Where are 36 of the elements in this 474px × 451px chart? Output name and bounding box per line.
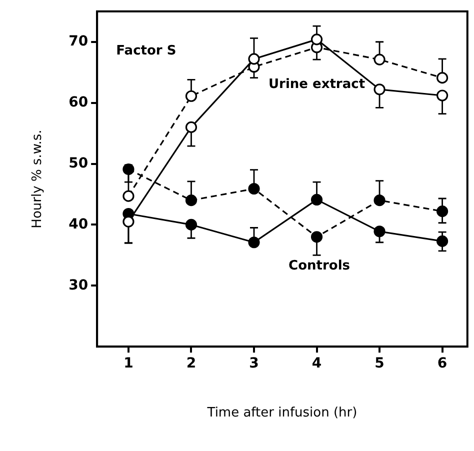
point	[185, 194, 198, 206]
y-tick-label: 40	[68, 216, 88, 232]
text: Factor S	[116, 43, 176, 58]
point	[248, 236, 260, 248]
x-axis-title: Time after infusion (hr)	[206, 406, 358, 421]
y-tick-label: 50	[68, 155, 88, 172]
point	[185, 218, 198, 231]
point	[436, 206, 448, 218]
point	[310, 194, 323, 206]
x-tick-label: 6	[437, 356, 448, 372]
point	[248, 182, 260, 195]
y-axis-title: Hourly % s.w.s.	[30, 130, 46, 228]
point	[185, 90, 198, 102]
point	[374, 54, 386, 66]
x-tick-label: 4	[312, 356, 322, 372]
y-tick-label: 60	[68, 94, 88, 110]
x-tick-label: 3	[249, 356, 259, 372]
y-tick-label: 70	[68, 34, 88, 50]
x-tick-label: 1	[124, 356, 134, 372]
point	[185, 121, 198, 133]
x-tick-label: 2	[186, 356, 196, 372]
series-label: Urine extract	[268, 76, 366, 92]
point	[310, 34, 323, 46]
x-tick-label: 5	[374, 356, 384, 372]
point	[122, 190, 134, 202]
y-tick-label: 30	[68, 277, 88, 294]
point	[436, 90, 448, 102]
point	[374, 194, 386, 206]
point	[122, 163, 134, 176]
point	[436, 72, 448, 84]
point	[248, 53, 260, 65]
point	[436, 235, 448, 247]
point	[310, 231, 323, 243]
point	[374, 226, 386, 238]
point	[374, 84, 386, 96]
annotation: Controls	[288, 258, 350, 274]
